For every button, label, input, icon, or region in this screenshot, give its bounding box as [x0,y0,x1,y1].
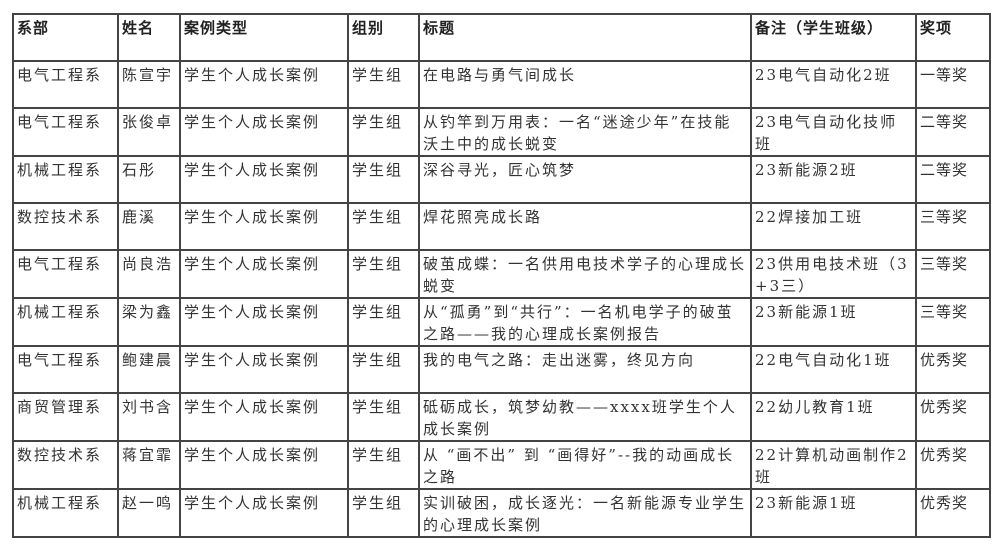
cell-group: 学生组 [347,60,420,109]
cell-department: 数控技术系 [12,202,119,251]
cell-department: 电气工程系 [12,249,119,299]
header-name: 姓名 [117,13,181,62]
cell-student-name: 蒋宜霏 [117,440,181,490]
cell-award: 二等奖 [915,155,991,204]
cell-class-note: 22焊接加工班 [750,202,917,251]
cell-student-name: 鹿溪 [117,202,181,251]
awards-table: 系部 姓名 案例类型 组别 标题 备注（学生班级） 奖项 电气工程系 陈宣宇 学生个… [12,13,991,538]
cell-group: 学生组 [347,155,420,204]
header-row: 系部 姓名 案例类型 组别 标题 备注（学生班级） 奖项 [12,13,991,62]
header-department: 系部 [12,13,119,62]
cell-case-type: 学生个人成长案例 [179,155,349,204]
cell-award: 一等奖 [915,60,991,109]
cell-case-type: 学生个人成长案例 [179,345,349,394]
cell-case-title: 在电路与勇气间成长 [418,60,752,109]
header-case-type: 案例类型 [179,13,349,62]
cell-case-type: 学生个人成长案例 [179,249,349,299]
cell-case-type: 学生个人成长案例 [179,488,349,538]
cell-class-note: 23新能源1班 [750,488,917,538]
cell-group: 学生组 [347,488,420,538]
cell-group: 学生组 [347,249,420,299]
cell-case-title: 焊花照亮成长路 [418,202,752,251]
cell-case-title: 深谷寻光，匠心筑梦 [418,155,752,204]
cell-group: 学生组 [347,202,420,251]
table-row: 机械工程系 赵一鸣 学生个人成长案例 学生组 实训破困，成长逐光：一名新能源专业学生的心… [12,488,991,538]
cell-award: 优秀奖 [915,488,991,538]
cell-class-note: 23电气自动化2班 [750,60,917,109]
cell-student-name: 鲍建晨 [117,345,181,394]
cell-case-title: 从钓竿到万用表：一名“迷途少年”在技能沃土中的成长蜕变 [418,107,752,157]
table-row: 电气工程系 尚良浩 学生个人成长案例 学生组 破茧成蝶：一名供用电技术学子的心理成长蜕变… [12,249,991,299]
table-row: 商贸管理系 刘书含 学生个人成长案例 学生组 砥砺成长，筑梦幼教——xxxx班学生个人成… [12,392,991,442]
cell-class-note: 23供用电技术班（3+3三） [750,249,917,299]
cell-student-name: 刘书含 [117,392,181,442]
table-row: 电气工程系 张俊卓 学生个人成长案例 学生组 从钓竿到万用表：一名“迷途少年”在技能沃土… [12,107,991,157]
cell-group: 学生组 [347,345,420,394]
cell-case-type: 学生个人成长案例 [179,440,349,490]
table-row: 数控技术系 鹿溪 学生个人成长案例 学生组 焊花照亮成长路 22焊接加工班 三等奖 [12,202,991,251]
cell-student-name: 张俊卓 [117,107,181,157]
cell-group: 学生组 [347,297,420,347]
cell-award: 优秀奖 [915,440,991,490]
header-title: 标题 [418,13,752,62]
cell-award: 三等奖 [915,297,991,347]
cell-department: 电气工程系 [12,107,119,157]
cell-award: 三等奖 [915,249,991,299]
table-row: 数控技术系 蒋宜霏 学生个人成长案例 学生组从 “画不出” 到 “画得好”--我的动画… [12,440,991,490]
table-row: 电气工程系 鲍建晨 学生个人成长案例 学生组 我的电气之路：走出迷雾，终见方向 22电气自… [12,345,991,394]
cell-award: 优秀奖 [915,345,991,394]
cell-department: 电气工程系 [12,345,119,394]
cell-case-title: 实训破困，成长逐光：一名新能源专业学生的心理成长案例 [418,488,752,538]
cell-award: 三等奖 [915,202,991,251]
table-row: 电气工程系 陈宣宇 学生个人成长案例 学生组 在电路与勇气间成长 23电气自动化2班 一等奖 [12,60,991,109]
cell-case-type: 学生个人成长案例 [179,297,349,347]
cell-award: 二等奖 [915,107,991,157]
header-award: 奖项 [915,13,991,62]
cell-department: 数控技术系 [12,440,119,490]
cell-department: 机械工程系 [12,488,119,538]
cell-award: 优秀奖 [915,392,991,442]
cell-class-note: 23新能源1班 [750,297,917,347]
cell-department: 机械工程系 [12,297,119,347]
cell-class-note: 22电气自动化1班 [750,345,917,394]
cell-class-note: 22计算机动画制作2班 [750,440,917,490]
cell-student-name: 陈宣宇 [117,60,181,109]
cell-group: 学生组 [347,392,420,442]
cell-department: 机械工程系 [12,155,119,204]
cell-case-title: 破茧成蝶：一名供用电技术学子的心理成长蜕变 [418,249,752,299]
cell-department: 商贸管理系 [12,392,119,442]
cell-student-name: 梁为鑫 [117,297,181,347]
cell-student-name: 尚良浩 [117,249,181,299]
cell-case-type: 学生个人成长案例 [179,392,349,442]
cell-class-note: 22幼儿教育1班 [750,392,917,442]
cell-class-note: 23新能源2班 [750,155,917,204]
cell-case-title: 从“孤勇”到“共行”：一名机电学子的破茧之路——我的心理成长案例报告 [418,297,752,347]
cell-case-title: 从 “画不出” 到 “画得好”--我的动画成长之路 [418,440,752,490]
cell-case-title: 砥砺成长，筑梦幼教——xxxx班学生个人成长案例 [418,392,752,442]
cell-case-title: 我的电气之路：走出迷雾，终见方向 [418,345,752,394]
table-row: 机械工程系 梁为鑫 学生个人成长案例 学生组 从“孤勇”到“共行”：一名机电学子的破茧之… [12,297,991,347]
cell-case-type: 学生个人成长案例 [179,60,349,109]
table-row: 机械工程系 石彤 学生个人成长案例 学生组 深谷寻光，匠心筑梦 23新能源2班 二等奖 [12,155,991,204]
cell-student-name: 赵一鸣 [117,488,181,538]
header-class-note: 备注（学生班级） [750,13,917,62]
cell-case-type: 学生个人成长案例 [179,107,349,157]
cell-student-name: 石彤 [117,155,181,204]
cell-case-type: 学生个人成长案例 [179,202,349,251]
cell-group: 学生组 [347,107,420,157]
header-group: 组别 [347,13,420,62]
cell-department: 电气工程系 [12,60,119,109]
cell-group: 学生组 [347,440,420,490]
cell-class-note: 23电气自动化技师班 [750,107,917,157]
